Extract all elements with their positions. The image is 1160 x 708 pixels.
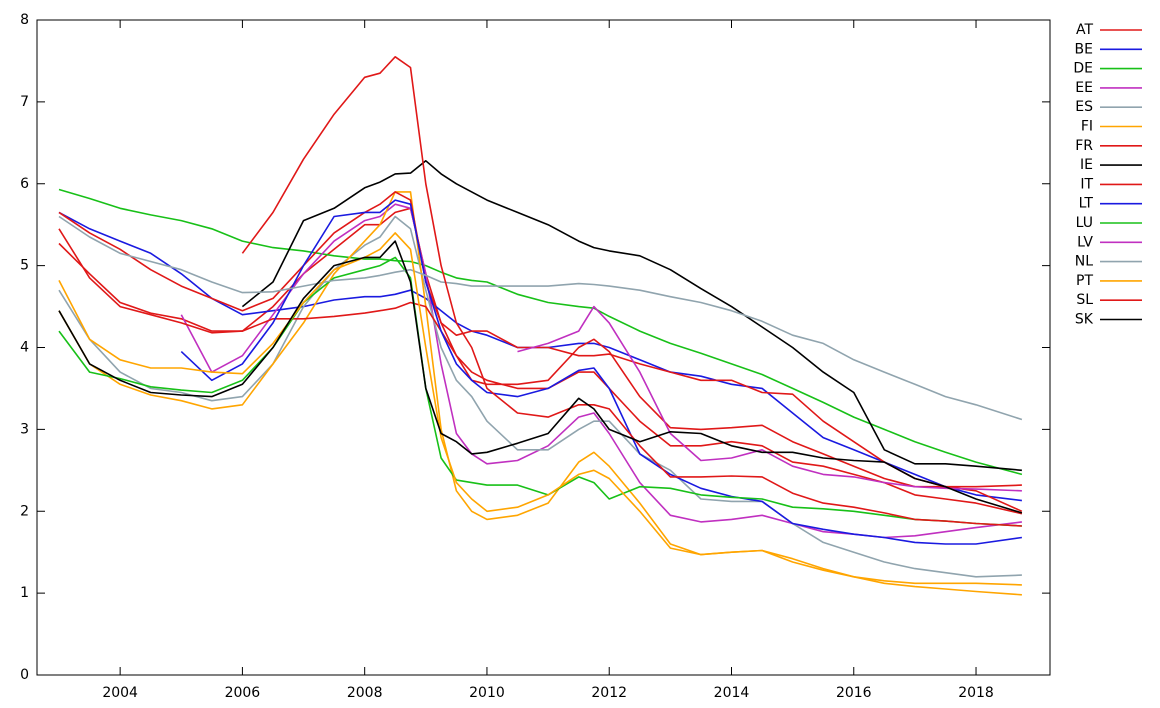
legend-label: LU <box>1076 215 1093 231</box>
series-line <box>180 199 1023 545</box>
y-tick-label: 7 <box>20 94 29 110</box>
y-tick-label: 0 <box>20 667 29 683</box>
series-line <box>58 211 1022 502</box>
series-line <box>58 207 1023 515</box>
x-tick-label: 2014 <box>714 685 750 701</box>
series-line <box>241 56 1022 527</box>
series-line <box>58 215 1022 578</box>
legend-label: LV <box>1077 234 1093 250</box>
y-tick-label: 4 <box>20 340 29 356</box>
series-line <box>58 228 1022 488</box>
x-tick-label: 2012 <box>591 685 627 701</box>
y-tick-label: 6 <box>20 176 29 192</box>
legend-label: FI <box>1081 119 1093 135</box>
series-line <box>58 232 1022 596</box>
series-line <box>58 240 1023 514</box>
y-tick-label: 3 <box>20 421 29 437</box>
series-line <box>58 188 1023 476</box>
series-line <box>58 215 1023 421</box>
x-tick-label: 2018 <box>958 685 994 701</box>
legend-label: AT <box>1076 22 1093 38</box>
legend-label: PT <box>1076 273 1093 289</box>
series-line <box>58 256 1022 527</box>
y-tick-label: 8 <box>20 12 29 28</box>
x-tick-label: 2008 <box>347 685 383 701</box>
legend-label: SK <box>1075 312 1094 328</box>
legend-label: IT <box>1080 176 1093 192</box>
y-tick-label: 1 <box>20 585 29 601</box>
x-tick-label: 2016 <box>836 685 872 701</box>
legend-label: EE <box>1075 80 1093 96</box>
series-line <box>58 191 1023 513</box>
y-tick-label: 2 <box>20 503 29 519</box>
legend-label: IE <box>1080 157 1093 173</box>
legend-label: BE <box>1075 41 1093 57</box>
series-line <box>58 191 1022 586</box>
x-tick-label: 2010 <box>469 685 505 701</box>
legend-label: FR <box>1075 138 1093 154</box>
legend-label: SL <box>1076 292 1093 308</box>
y-tick-label: 5 <box>20 258 29 274</box>
legend-label: DE <box>1073 61 1093 77</box>
legend-label: ES <box>1075 99 1093 115</box>
legend-label: LT <box>1079 196 1094 212</box>
series-line <box>241 160 1022 472</box>
series-line <box>517 305 1022 492</box>
x-tick-label: 2004 <box>102 685 138 701</box>
legend-label: NL <box>1075 254 1093 270</box>
x-tick-label: 2006 <box>225 685 261 701</box>
